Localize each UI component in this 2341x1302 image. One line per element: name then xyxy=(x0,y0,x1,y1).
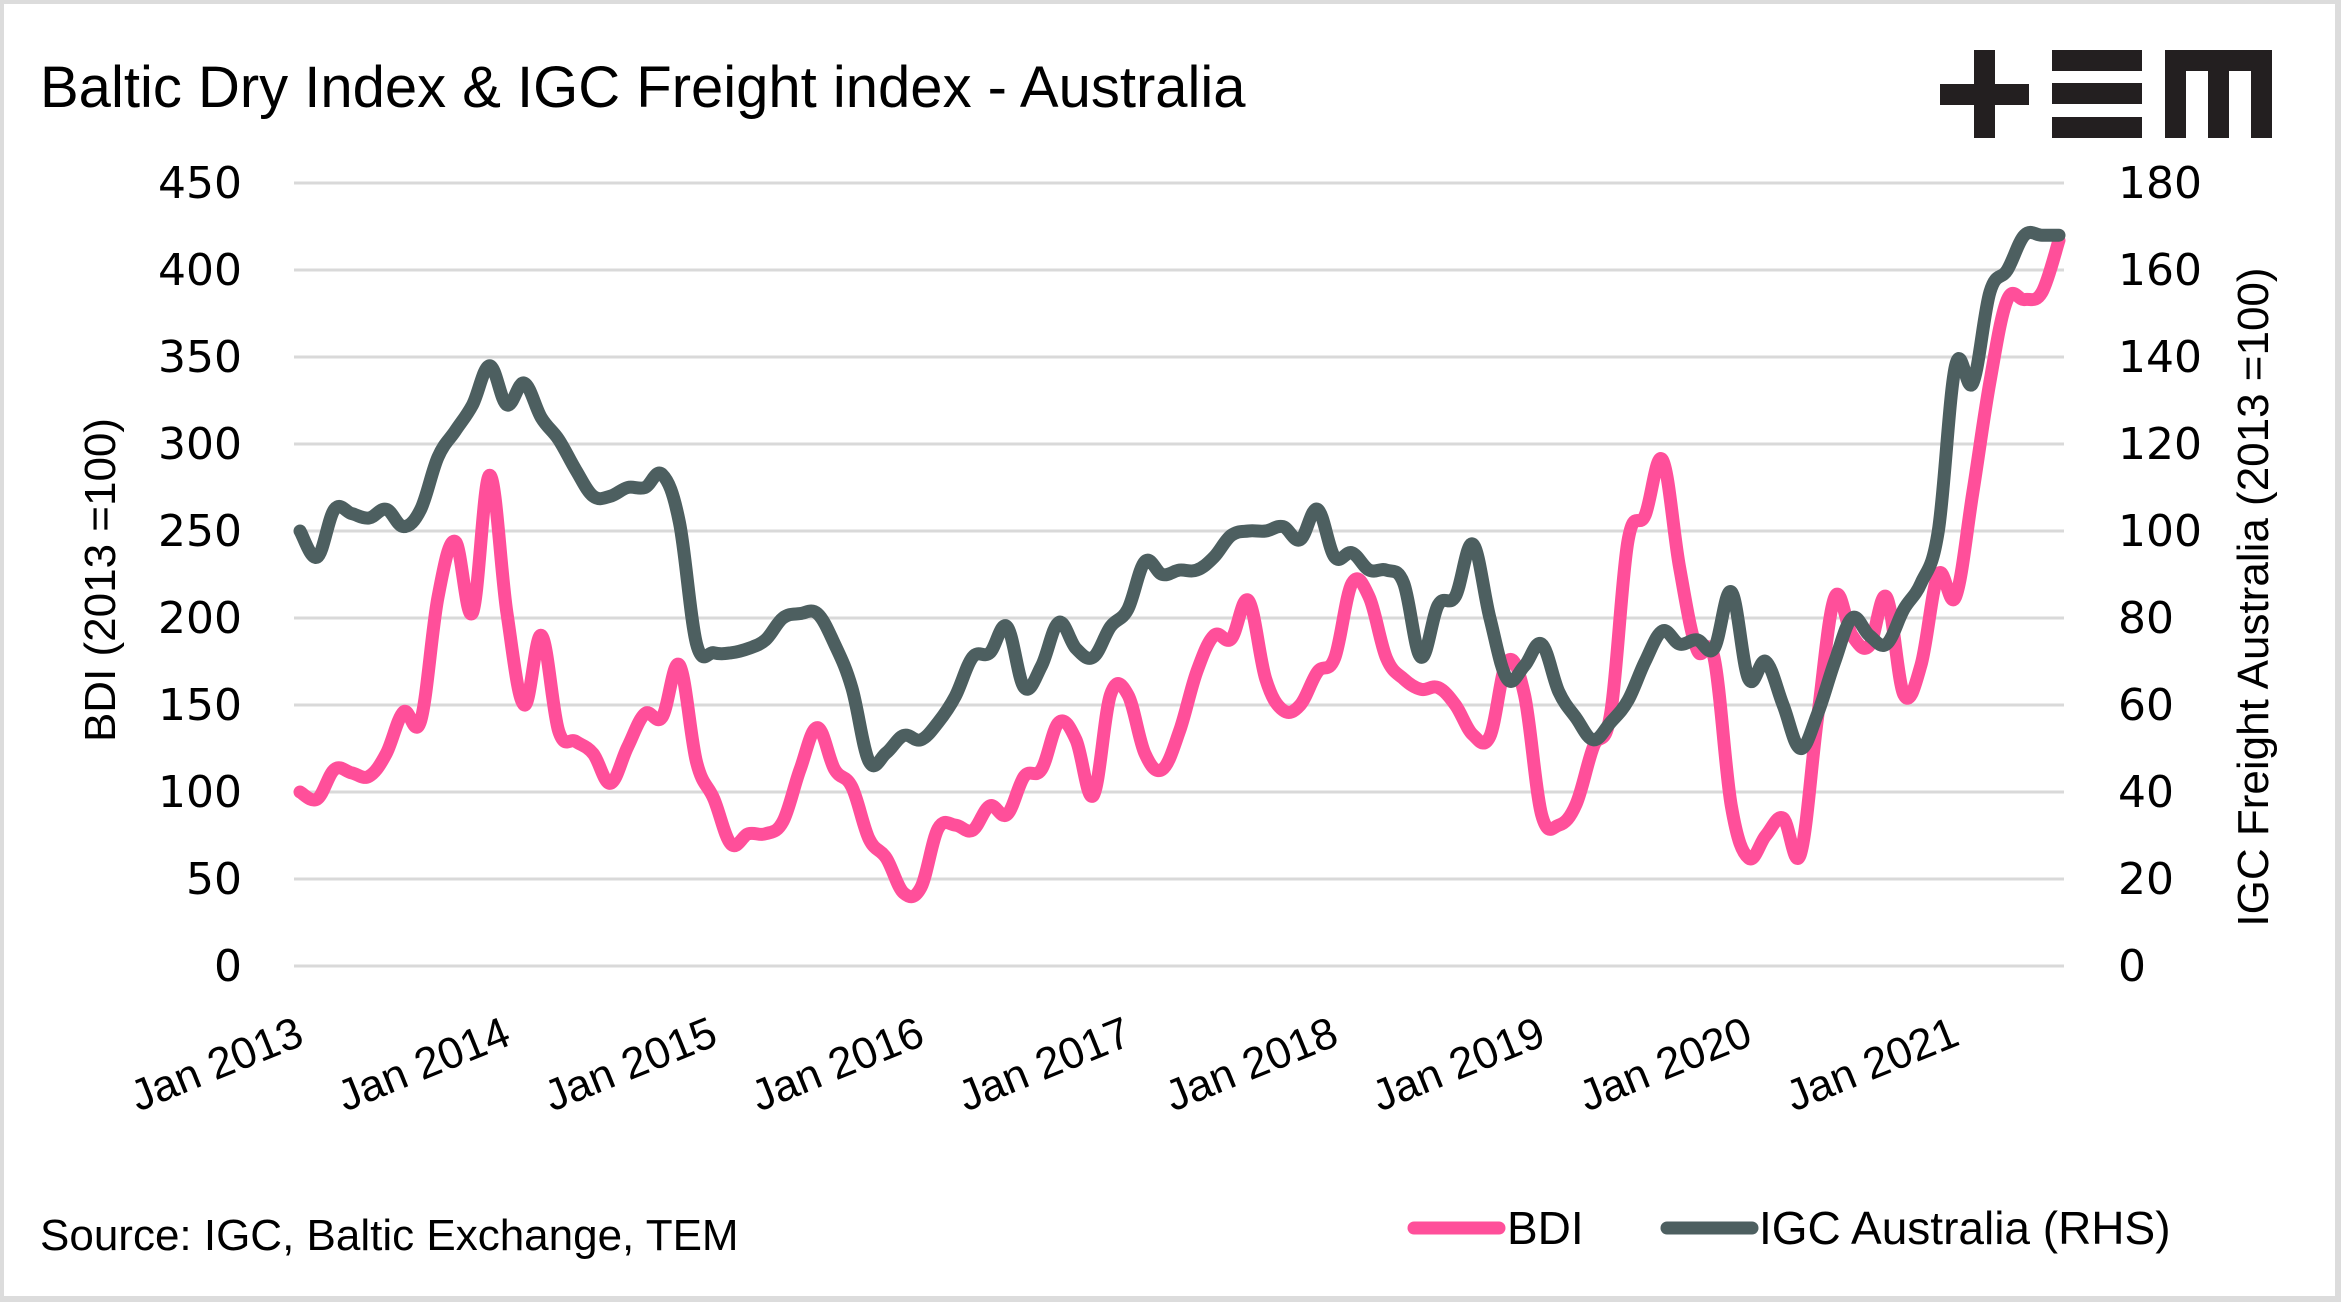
y-right-tick-label: 160 xyxy=(2118,245,2202,296)
y-left-tick-label: 50 xyxy=(186,854,242,905)
y-right-tick-label: 140 xyxy=(2118,332,2202,383)
y-right-tick-label: 120 xyxy=(2118,419,2202,470)
legend: BDI IGC Australia (RHS) xyxy=(1407,1202,2171,1254)
y-left-tick-label: 450 xyxy=(158,158,242,209)
y-left-tick-label: 350 xyxy=(158,332,242,383)
x-tick-label: Jan 2017 xyxy=(951,1008,1137,1121)
source-note: Source: IGC, Baltic Exchange, TEM xyxy=(40,1211,739,1260)
y-left-tick-label: 0 xyxy=(214,941,242,992)
x-tick-label: Jan 2013 xyxy=(124,1008,310,1121)
series-line-bdi xyxy=(293,233,2066,904)
chart-title: Baltic Dry Index & IGC Freight index - A… xyxy=(40,55,1246,120)
legend-label-bdi: BDI xyxy=(1507,1202,1584,1254)
y-left-tick-label: 400 xyxy=(158,245,242,296)
y-right-tick-label: 80 xyxy=(2118,593,2174,644)
y-left-tick-label: 150 xyxy=(158,680,242,731)
y-right-tick-label: 40 xyxy=(2118,767,2174,818)
logo-e-bar-bottom xyxy=(2052,117,2142,138)
x-tick-label: Jan 2019 xyxy=(1365,1008,1551,1121)
y-axis-left-ticks: 0 50 100 150 200 250 300 350 400 450 xyxy=(158,158,242,992)
y-right-tick-label: 100 xyxy=(2118,506,2202,557)
y-left-tick-label: 300 xyxy=(158,419,242,470)
y-left-tick-label: 200 xyxy=(158,593,242,644)
x-tick-label: Jan 2020 xyxy=(1572,1008,1758,1121)
y-left-tick-label: 250 xyxy=(158,506,242,557)
y-axis-right-ticks: 0 20 40 60 80 100 120 140 160 180 xyxy=(2118,158,2202,992)
x-tick-label: Jan 2018 xyxy=(1158,1008,1344,1121)
x-tick-label: Jan 2016 xyxy=(744,1008,930,1121)
x-tick-label: Jan 2021 xyxy=(1779,1008,1965,1121)
chart-frame: Baltic Dry Index & IGC Freight index - A… xyxy=(4,4,2335,1296)
legend-label-igc: IGC Australia (RHS) xyxy=(1759,1202,2171,1254)
y-axis-left-label: BDI (2013 =100) xyxy=(76,418,125,742)
logo-e-bar-middle xyxy=(2052,83,2142,104)
x-axis-ticks: Jan 2013 Jan 2014 Jan 2015 Jan 2016 Jan 2017… xyxy=(124,1008,1966,1121)
y-right-tick-label: 20 xyxy=(2118,854,2174,905)
chart-svg: Baltic Dry Index & IGC Freight index - A… xyxy=(40,50,2278,1260)
y-right-tick-label: 0 xyxy=(2118,941,2146,992)
series-line-igc-australia xyxy=(293,225,2066,773)
logo-plus-horizontal xyxy=(1940,84,2029,105)
x-tick-label: Jan 2014 xyxy=(330,1008,516,1121)
x-tick-label: Jan 2015 xyxy=(537,1008,723,1121)
y-right-tick-label: 180 xyxy=(2118,158,2202,209)
y-right-tick-label: 60 xyxy=(2118,680,2174,731)
logo-m xyxy=(2165,50,2272,138)
y-left-tick-label: 100 xyxy=(158,767,242,818)
y-axis-right-label: IGC Freight Australia (2013 =100) xyxy=(2229,267,2278,926)
gridlines xyxy=(294,181,2064,968)
series-lines xyxy=(293,225,2066,904)
logo-e-bar-top xyxy=(2052,50,2142,71)
tem-logo xyxy=(1940,50,2272,138)
